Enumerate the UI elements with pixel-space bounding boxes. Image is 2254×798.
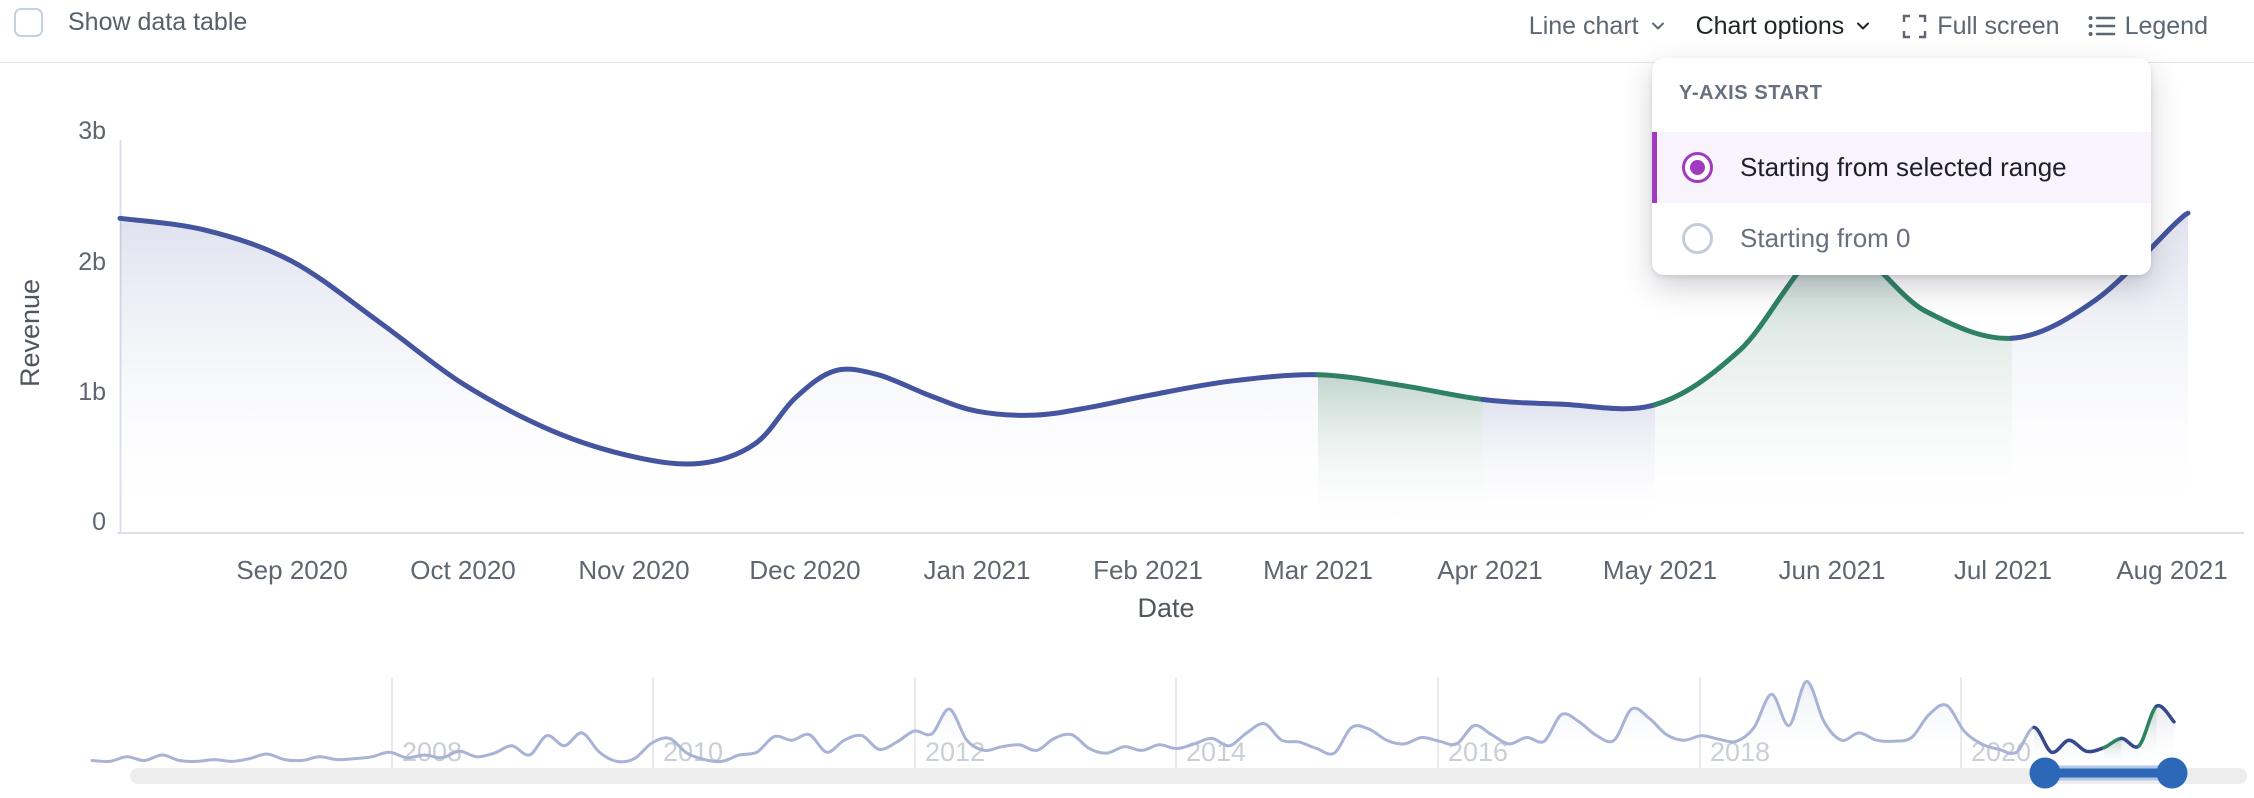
context-line — [90, 679, 2036, 764]
chart-options-label: Chart options — [1695, 11, 1845, 40]
context-line — [2154, 703, 2176, 724]
revenue-area-blue — [2012, 213, 2188, 531]
x-tick-label: Jan 2021 — [924, 555, 1031, 585]
show-data-table-toggle[interactable]: Show data table — [14, 7, 247, 37]
context-area — [2034, 727, 2105, 766]
chart-options-dropdown[interactable]: Chart options — [1696, 12, 1874, 41]
x-tick-label: Nov 2020 — [578, 555, 689, 585]
y-tick-label: 2b — [78, 248, 106, 276]
header-divider — [0, 62, 2254, 63]
x-tick-label: Sep 2020 — [236, 555, 347, 585]
chart-toolbar: Line chart Chart options Full screen — [1529, 4, 2208, 48]
revenue-area-green — [1655, 243, 2012, 531]
y-tick-label: 1b — [78, 378, 106, 406]
x-tick-label: Feb 2021 — [1093, 555, 1203, 585]
chevron-down-icon — [1857, 22, 1870, 30]
x-tick-label: Mar 2021 — [1263, 555, 1373, 585]
main-chart: 3b 2b 1b 0 Revenue Sep 2020 Oct 2020 Nov 2020 De… — [15, 117, 2244, 623]
radio-selected-icon[interactable] — [1682, 152, 1713, 183]
slider-handle-left[interactable] — [2029, 757, 2061, 789]
x-tick-label: Oct 2020 — [410, 555, 516, 585]
y-tick-label: 3b — [78, 117, 106, 145]
option-starting-from-zero[interactable]: Starting from 0 — [1652, 203, 2151, 274]
context-area — [2104, 738, 2122, 766]
y-axis-title: Revenue — [15, 279, 45, 387]
context-area — [2156, 705, 2174, 766]
context-area — [92, 681, 2035, 766]
x-axis-title: Date — [1137, 593, 1194, 623]
x-tick-label: Jun 2021 — [1779, 555, 1886, 585]
full-screen-label: Full screen — [1937, 11, 2060, 40]
full-screen-button[interactable]: Full screen — [1901, 11, 2060, 41]
x-tick-label: Dec 2020 — [749, 555, 860, 585]
fullscreen-icon — [1903, 14, 1927, 38]
chart-options-popup: Y-AXIS START Starting from selected rang… — [1652, 58, 2151, 275]
chart-type-dropdown[interactable]: Line chart — [1529, 12, 1668, 41]
revenue-area-green — [1318, 374, 1483, 531]
legend-list-icon — [2088, 16, 2115, 36]
revenue-line-blue — [117, 215, 1321, 467]
x-tick-label: Jul 2021 — [1954, 555, 2052, 585]
x-tick-label: May 2021 — [1603, 555, 1717, 585]
chevron-down-icon — [1651, 22, 1664, 30]
chart-type-label: Line chart — [1528, 11, 1639, 40]
slider-handle-right[interactable] — [2156, 757, 2188, 789]
slider-track[interactable] — [130, 768, 2247, 784]
time-range-slider[interactable] — [130, 757, 2247, 789]
legend-label: Legend — [2124, 11, 2208, 40]
x-tick-label: Apr 2021 — [1437, 555, 1543, 585]
context-area — [2139, 706, 2157, 766]
context-area — [2121, 738, 2140, 766]
revenue-line-blue — [1480, 396, 1658, 412]
revenue-line-green — [1315, 372, 1486, 402]
revenue-area-blue — [120, 218, 1318, 531]
context-line — [2032, 725, 2106, 755]
revenue-area-blue — [1483, 399, 1655, 531]
show-data-table-checkbox[interactable] — [14, 7, 43, 37]
radio-unselected-icon[interactable] — [1682, 223, 1713, 254]
option-starting-from-selected-range[interactable]: Starting from selected range — [1652, 132, 2151, 203]
x-tick-label: Aug 2021 — [2116, 555, 2227, 585]
show-data-table-label: Show data table — [68, 7, 248, 36]
option-label: Starting from 0 — [1740, 223, 1911, 253]
y-axis-start-heading: Y-AXIS START — [1679, 82, 1823, 104]
legend-button[interactable]: Legend — [2088, 12, 2208, 41]
option-label: Starting from selected range — [1740, 152, 2067, 182]
context-chart-timeline: 2008201020122014201620182020 — [90, 677, 2176, 768]
chart-header: Show data table Line chart Chart options… — [0, 0, 2254, 62]
context-line — [2137, 704, 2159, 748]
y-tick-label: 0 — [92, 508, 106, 536]
